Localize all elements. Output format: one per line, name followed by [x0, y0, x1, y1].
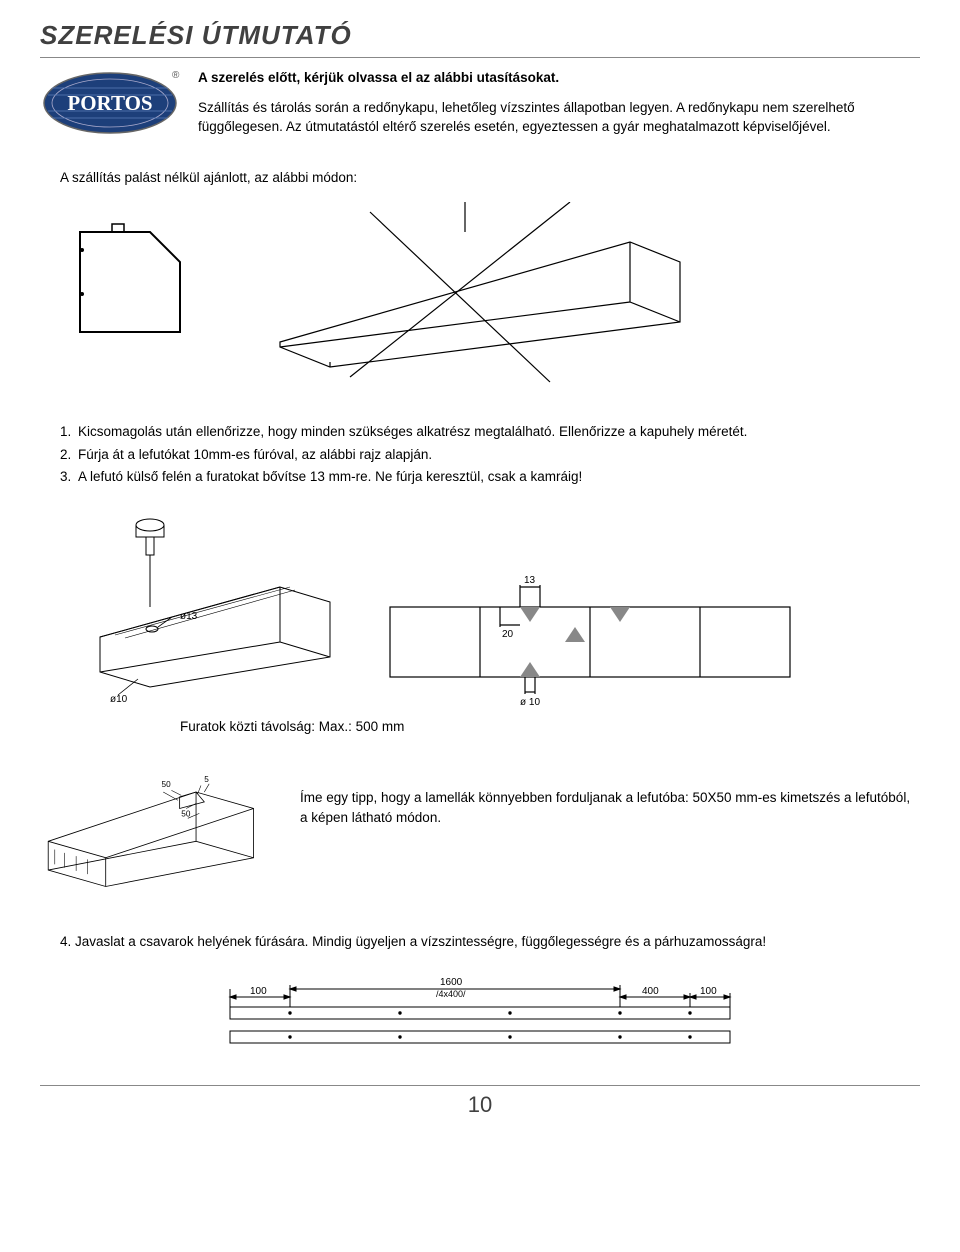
dim-50b: 50	[181, 810, 191, 819]
diagram-row-drill: ø13 ø10 13 20	[80, 507, 920, 707]
rail-dim-icon: 100 1600 /4x400/ 400 100	[170, 969, 790, 1059]
beam-iso-icon	[250, 202, 720, 392]
step-4: 4. Javaslat a csavarok helyének fúrására…	[60, 934, 920, 949]
logo-svg: PORTOS ®	[40, 68, 180, 138]
dim-10: 10	[529, 697, 541, 707]
dim-l400: 400	[642, 986, 659, 997]
dim-50a: 50	[162, 780, 172, 789]
dim-l4x400: /4x400/	[436, 989, 466, 999]
dim-d10: ø10	[110, 694, 128, 705]
dim-l100b: 100	[700, 986, 717, 997]
profile-cut-icon: 5 50 50	[40, 754, 270, 904]
intro-text: A szerelés előtt, kérjük olvassa el az a…	[198, 68, 920, 137]
step-3: 3.A lefutó külső felén a furatokat bővít…	[60, 467, 920, 487]
dim-20: 20	[502, 629, 514, 640]
dim-13: 13	[524, 575, 536, 586]
diagram-row-rail: 100 1600 /4x400/ 400 100	[40, 969, 920, 1059]
tip-text: Íme egy tipp, hogy a lamellák könnyebben…	[300, 788, 920, 827]
dim-5: 5	[204, 775, 209, 784]
drill-iso-icon: ø13 ø10	[80, 507, 340, 707]
dim-l1600: 1600	[440, 977, 463, 988]
svg-text:ø 10: ø 10	[520, 697, 540, 707]
step-2: 2.Fúrja át a lefutókat 10mm-es fúróval, …	[60, 445, 920, 465]
page-title: SZERELÉSI ÚTMUTATÓ	[40, 20, 920, 51]
diagram-row-cut: 5 50 50 Íme egy tipp, hogy a lamellák kö…	[40, 754, 920, 904]
intro-para: Szállítás és tárolás során a redőnykapu,…	[198, 98, 920, 137]
dim-l100a: 100	[250, 986, 267, 997]
side-panel-icon	[60, 202, 210, 352]
shipping-note: A szállítás palást nélkül ajánlott, az a…	[60, 168, 920, 188]
intro-bold: A szerelés előtt, kérjük olvassa el az a…	[198, 68, 920, 88]
logo-text: PORTOS	[67, 91, 152, 115]
divider-bottom	[40, 1085, 920, 1086]
step-1: 1.Kicsomagolás után ellenőrizze, hogy mi…	[60, 422, 920, 442]
page-number: 10	[40, 1092, 920, 1118]
intro-row: PORTOS ® A szerelés előtt, kérjük olvass…	[40, 68, 920, 138]
hole-spacing-caption: Furatok közti távolság: Max.: 500 mm	[180, 719, 920, 734]
diagram-row-shipping	[60, 202, 920, 392]
portos-logo: PORTOS ®	[40, 68, 180, 138]
profile-section-icon: 13 20 ø 10	[370, 567, 810, 707]
steps-list: 1.Kicsomagolás után ellenőrizze, hogy mi…	[60, 422, 920, 487]
svg-text:®: ®	[172, 70, 180, 81]
dim-d13: ø13	[180, 611, 198, 622]
divider-top	[40, 57, 920, 58]
